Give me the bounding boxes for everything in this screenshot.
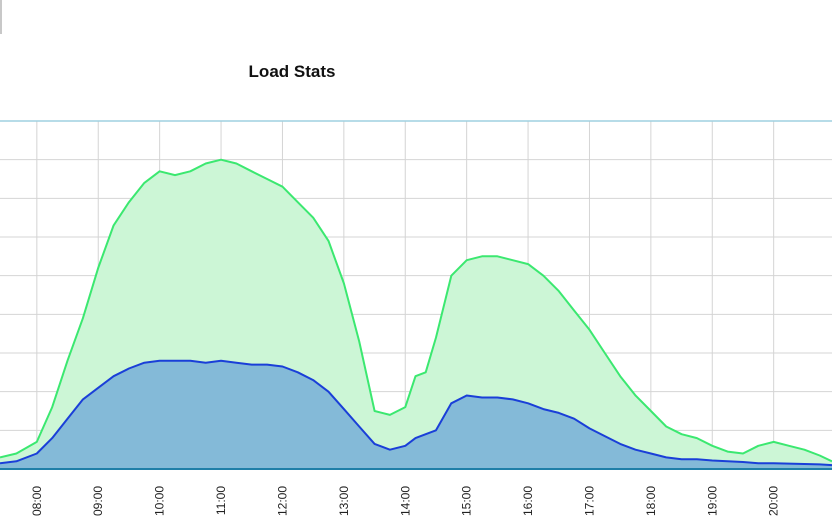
x-tick-label: 20:00 <box>767 486 781 516</box>
x-tick-label: 08:00 <box>30 486 44 516</box>
x-tick-label: 13:00 <box>337 486 351 516</box>
x-tick-label: 19:00 <box>705 486 719 516</box>
x-tick-label: 16:00 <box>521 486 535 516</box>
x-tick-label: 18:00 <box>644 486 658 516</box>
x-tick-label: 17:00 <box>583 486 597 516</box>
axes <box>0 120 832 470</box>
series-2-area <box>0 360 832 469</box>
x-tick-label: 10:00 <box>153 486 167 516</box>
corner-mark <box>0 0 2 34</box>
series-2-line <box>0 359 832 467</box>
x-tick-labels: 08:00 09:00 10:00 11:00 12:00 13:00 14:00 15:00… <box>30 486 781 516</box>
chart-title: Load Stats <box>248 62 336 81</box>
series-1-line <box>0 158 832 463</box>
x-tick-label: 09:00 <box>91 486 105 516</box>
x-tick-label: 12:00 <box>276 486 290 516</box>
x-tick-label: 15:00 <box>460 486 474 516</box>
x-tick-label: 14:00 <box>398 486 412 516</box>
x-tick-label: 11:00 <box>214 486 228 515</box>
series-layer <box>0 158 832 469</box>
